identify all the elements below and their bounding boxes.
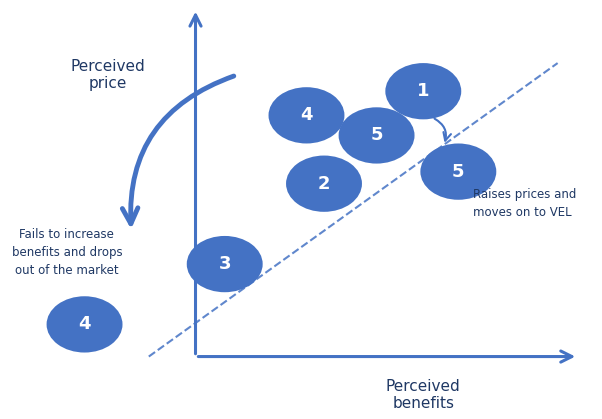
Ellipse shape	[338, 107, 415, 163]
Ellipse shape	[385, 63, 461, 119]
Text: 4: 4	[78, 316, 91, 334]
Text: 2: 2	[318, 175, 330, 193]
Text: 4: 4	[300, 106, 312, 124]
Text: 3: 3	[219, 255, 231, 273]
Ellipse shape	[268, 87, 344, 143]
Text: Raises prices and
moves on to VEL: Raises prices and moves on to VEL	[473, 188, 576, 219]
Text: Perceived
benefits: Perceived benefits	[386, 379, 461, 411]
Ellipse shape	[420, 143, 496, 200]
Text: Perceived
price: Perceived price	[70, 59, 145, 91]
Ellipse shape	[46, 296, 123, 352]
Ellipse shape	[187, 236, 262, 292]
Text: 5: 5	[370, 127, 383, 145]
Text: 1: 1	[417, 82, 430, 100]
Text: 5: 5	[452, 163, 465, 181]
Text: Fails to increase
benefits and drops
out of the market: Fails to increase benefits and drops out…	[11, 228, 122, 277]
Ellipse shape	[286, 155, 362, 212]
